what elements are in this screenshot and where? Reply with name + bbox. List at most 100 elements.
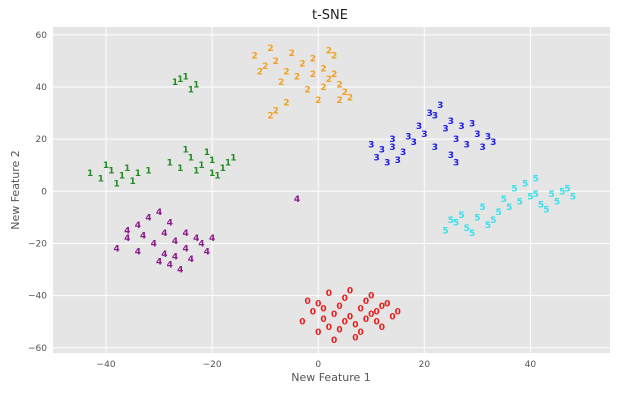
data-point-digit-5: 5: [533, 174, 539, 184]
data-point-digit-1: 1: [193, 166, 199, 176]
data-point-digit-5: 5: [458, 211, 464, 221]
data-point-digit-4: 4: [114, 245, 120, 255]
data-point-digit-3: 3: [432, 112, 438, 122]
data-point-digit-3: 3: [432, 143, 438, 153]
data-point-digit-2: 2: [310, 70, 316, 80]
data-point-digit-2: 2: [294, 73, 300, 83]
chart-title: t-SNE: [312, 8, 348, 23]
data-point-digit-0: 0: [315, 328, 321, 338]
data-point-digit-4: 4: [124, 226, 130, 236]
data-point-digit-5: 5: [543, 206, 549, 216]
data-point-digit-0: 0: [384, 299, 390, 309]
data-point-digit-5: 5: [474, 213, 480, 223]
data-point-digit-2: 2: [320, 83, 326, 93]
data-point-digit-3: 3: [464, 140, 470, 150]
data-point-digit-2: 2: [331, 52, 337, 62]
data-point-digit-5: 5: [538, 200, 544, 210]
data-point-digit-0: 0: [331, 336, 337, 346]
data-point-digit-5: 5: [564, 185, 570, 195]
data-point-digit-3: 3: [453, 135, 459, 145]
data-point-digit-5: 5: [469, 229, 475, 239]
x-tick-label: 0: [315, 360, 321, 370]
data-point-digit-4: 4: [294, 195, 300, 205]
data-point-digit-4: 4: [167, 260, 173, 270]
data-point-digit-1: 1: [124, 164, 130, 174]
data-point-digit-2: 2: [257, 67, 263, 77]
data-point-digit-5: 5: [442, 226, 448, 236]
data-point-digit-2: 2: [278, 78, 284, 88]
data-point-digit-2: 2: [347, 93, 353, 103]
data-point-digit-5: 5: [517, 198, 523, 208]
data-point-digit-3: 3: [480, 143, 486, 153]
data-point-digit-1: 1: [114, 179, 120, 189]
data-point-digit-0: 0: [342, 318, 348, 328]
data-point-digit-3: 3: [373, 153, 379, 163]
x-tick-label: −20: [203, 360, 222, 370]
data-point-digit-3: 3: [485, 133, 491, 143]
data-point-digit-2: 2: [304, 86, 310, 96]
data-point-digit-0: 0: [358, 305, 364, 315]
data-point-digit-3: 3: [437, 101, 443, 111]
data-point-digit-3: 3: [389, 143, 395, 153]
data-point-digit-2: 2: [273, 57, 279, 67]
data-point-digit-0: 0: [373, 318, 379, 328]
data-point-digit-1: 1: [225, 159, 231, 169]
data-point-digit-1: 1: [220, 164, 226, 174]
y-tick-label: −40: [28, 292, 47, 302]
x-axis-label: New Feature 1: [291, 371, 371, 384]
data-point-digit-5: 5: [495, 208, 501, 218]
data-point-digit-1: 1: [193, 80, 199, 90]
data-point-digit-4: 4: [124, 234, 130, 244]
y-tick-label: 0: [41, 187, 47, 197]
data-point-digit-5: 5: [559, 187, 565, 197]
data-point-digit-0: 0: [320, 315, 326, 325]
data-point-digit-1: 1: [119, 172, 125, 182]
data-point-digit-3: 3: [469, 119, 475, 129]
data-point-digit-1: 1: [182, 73, 188, 83]
data-point-digit-4: 4: [167, 219, 173, 229]
data-point-digit-3: 3: [427, 109, 433, 119]
data-point-digit-4: 4: [209, 234, 215, 244]
data-point-digit-4: 4: [193, 234, 199, 244]
data-point-digit-3: 3: [442, 125, 448, 135]
data-point-digit-3: 3: [405, 133, 411, 143]
data-point-digit-5: 5: [511, 185, 517, 195]
data-point-digit-1: 1: [209, 169, 215, 179]
data-point-digit-4: 4: [177, 266, 183, 276]
data-point-digit-1: 1: [177, 164, 183, 174]
data-point-digit-2: 2: [310, 54, 316, 64]
data-point-digit-2: 2: [342, 88, 348, 98]
data-point-digit-3: 3: [458, 122, 464, 132]
data-point-digit-0: 0: [395, 307, 401, 317]
data-point-digit-1: 1: [209, 156, 215, 166]
y-tick-label: 40: [36, 83, 48, 93]
data-point-digit-1: 1: [129, 177, 135, 187]
data-point-digit-0: 0: [347, 312, 353, 322]
data-point-digit-2: 2: [251, 52, 257, 62]
data-point-digit-4: 4: [161, 229, 167, 239]
data-point-digit-2: 2: [267, 44, 273, 54]
data-point-digit-4: 4: [182, 245, 188, 255]
data-point-digit-2: 2: [283, 67, 289, 77]
data-point-digit-3: 3: [395, 156, 401, 166]
data-point-digit-0: 0: [358, 328, 364, 338]
x-tick-label: 40: [525, 360, 537, 370]
data-point-digit-0: 0: [352, 333, 358, 343]
data-point-digit-0: 0: [368, 292, 374, 302]
data-point-digit-2: 2: [336, 80, 342, 90]
data-point-digit-5: 5: [549, 190, 555, 200]
data-point-digit-0: 0: [379, 323, 385, 333]
data-point-digit-1: 1: [188, 153, 194, 163]
data-point-digit-0: 0: [304, 297, 310, 307]
data-point-digit-0: 0: [326, 289, 332, 299]
data-point-digit-3: 3: [368, 140, 374, 150]
data-point-digit-5: 5: [490, 216, 496, 226]
data-point-digit-4: 4: [135, 221, 141, 231]
y-tick-label: 20: [36, 135, 48, 145]
y-axis-label: New Feature 2: [9, 150, 22, 230]
data-point-digit-4: 4: [135, 247, 141, 257]
data-point-digit-2: 2: [320, 65, 326, 75]
x-tick-labels: −40 −20 0 20 40: [97, 360, 537, 370]
